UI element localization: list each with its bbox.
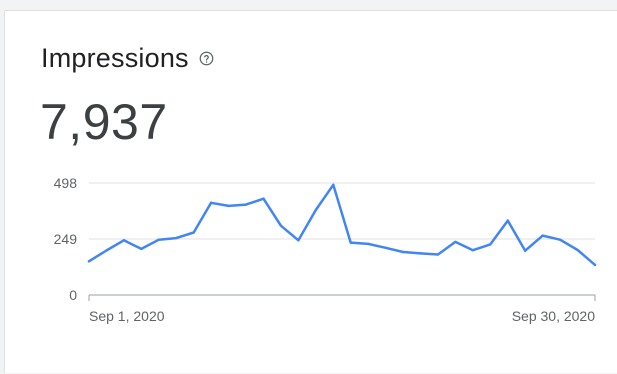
data-point — [297, 239, 300, 242]
data-point — [384, 246, 387, 249]
data-point — [244, 203, 248, 206]
x-tick-label: Sep 1, 2020 — [89, 308, 165, 324]
data-point — [262, 197, 265, 200]
data-point — [175, 236, 178, 240]
data-point — [122, 239, 126, 242]
data-point — [192, 231, 195, 234]
data-point — [471, 249, 475, 252]
data-point — [332, 183, 335, 186]
data-point — [436, 253, 440, 256]
data-point — [140, 247, 143, 251]
y-tick-label: 498 — [54, 175, 78, 191]
data-point — [157, 238, 160, 241]
data-point — [541, 234, 544, 237]
x-tick-label: Sep 30, 2020 — [512, 308, 596, 324]
data-point — [593, 263, 597, 267]
card-title: Impressions — [41, 43, 189, 73]
impressions-card: Impressions 7,937 0 249 498 Sep 1, 2020 Sep … — [4, 10, 617, 373]
impressions-series-line — [87, 183, 597, 267]
data-point — [227, 204, 230, 208]
data-point — [349, 241, 352, 244]
data-point — [419, 252, 422, 255]
data-point — [454, 240, 457, 244]
data-point — [576, 248, 579, 252]
data-point — [506, 219, 509, 222]
impressions-total: 7,937 — [40, 94, 168, 150]
data-point — [401, 250, 405, 254]
y-tick-label: 0 — [69, 287, 77, 303]
data-point — [279, 224, 283, 227]
data-point — [366, 242, 370, 246]
data-point — [209, 201, 213, 204]
help-circle-icon[interactable] — [199, 51, 214, 66]
data-point — [489, 243, 492, 246]
data-point — [87, 260, 91, 263]
impressions-line-chart: 0 249 498 Sep 1, 2020 Sep 30, 2020 — [54, 175, 597, 324]
data-point — [558, 238, 562, 241]
data-point — [105, 249, 108, 252]
y-tick-label: 249 — [54, 231, 78, 247]
card-header: Impressions — [41, 43, 214, 74]
data-point — [524, 249, 527, 252]
data-point — [314, 208, 318, 212]
